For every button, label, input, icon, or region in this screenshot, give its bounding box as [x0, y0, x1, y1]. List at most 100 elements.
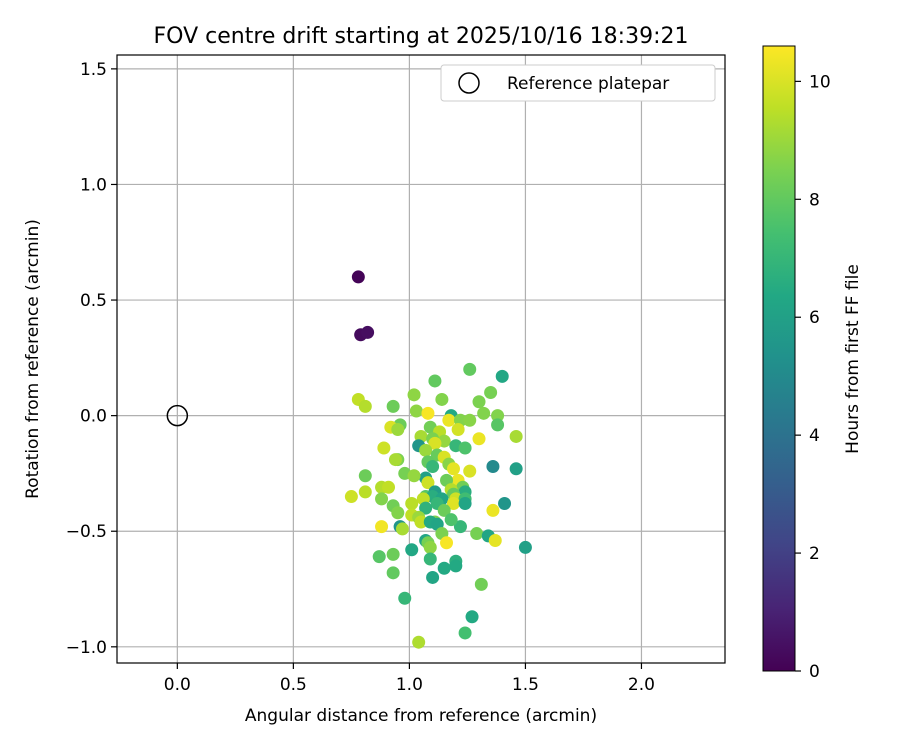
x-tick-label: 2.0 — [628, 675, 655, 695]
colorbar: 0 2 4 6 8 10 Hours from first FF file — [762, 45, 863, 682]
y-tick-label: 0.5 — [80, 291, 107, 311]
data-point — [442, 413, 456, 427]
colorbar-tick-label: 2 — [809, 544, 820, 564]
data-point — [407, 469, 421, 483]
data-point — [428, 436, 442, 450]
colorbar-tick-label: 8 — [809, 190, 820, 210]
colorbar-tick-label: 10 — [809, 72, 831, 92]
grid-lines — [117, 55, 725, 663]
data-point — [463, 464, 477, 478]
data-point — [458, 626, 472, 640]
data-point — [474, 577, 488, 591]
x-axis-label: Angular distance from reference (arcmin) — [245, 706, 597, 726]
data-point — [358, 399, 372, 413]
data-point — [509, 462, 523, 476]
data-point — [437, 561, 451, 575]
y-tick-label: 1.0 — [80, 175, 107, 195]
data-point — [509, 429, 523, 443]
data-point — [421, 476, 435, 490]
data-point — [437, 503, 451, 517]
data-point — [407, 388, 421, 402]
data-point — [361, 325, 375, 339]
data-point — [358, 485, 372, 499]
colorbar-gradient — [762, 45, 796, 672]
data-points — [166, 270, 532, 649]
data-point — [377, 441, 391, 455]
data-point — [449, 559, 463, 573]
colorbar-tick-label: 6 — [809, 308, 820, 328]
data-point — [386, 399, 400, 413]
data-point — [440, 536, 454, 550]
data-point — [388, 453, 402, 467]
data-point — [486, 503, 500, 517]
y-tick-label: 0.0 — [80, 407, 107, 427]
data-point — [344, 490, 358, 504]
data-point — [386, 547, 400, 561]
data-point — [488, 533, 502, 547]
data-point — [477, 406, 491, 420]
data-point — [391, 423, 405, 437]
data-point — [453, 520, 467, 534]
data-point — [423, 540, 437, 554]
legend-box — [440, 64, 716, 102]
y-tick-label: 1.5 — [80, 60, 107, 80]
colorbar-tick-label: 0 — [809, 662, 820, 682]
data-point — [472, 395, 486, 409]
data-point — [375, 520, 389, 534]
data-point — [451, 423, 465, 437]
data-point — [484, 386, 498, 400]
data-point — [444, 513, 458, 527]
data-point — [382, 480, 396, 494]
x-axis-ticks: 0.0 0.5 1.0 1.5 2.0 — [164, 663, 655, 695]
data-point — [412, 635, 426, 649]
x-tick-label: 1.5 — [512, 675, 539, 695]
data-point — [386, 566, 400, 580]
data-point — [423, 552, 437, 566]
x-tick-label: 0.0 — [164, 675, 191, 695]
data-point — [421, 406, 435, 420]
data-point — [458, 441, 472, 455]
data-point — [465, 610, 479, 624]
x-tick-label: 0.5 — [280, 675, 307, 695]
data-point — [351, 270, 365, 284]
plot-area-frame — [116, 54, 726, 664]
data-point — [426, 570, 440, 584]
data-point — [518, 540, 532, 554]
data-point — [426, 459, 440, 473]
data-point — [428, 374, 442, 388]
data-point — [458, 496, 472, 510]
data-point — [391, 506, 405, 520]
data-point — [395, 522, 409, 536]
data-point — [486, 459, 500, 473]
data-point — [419, 501, 433, 515]
legend-reference-marker — [458, 72, 480, 94]
colorbar-label: Hours from first FF file — [843, 264, 863, 454]
x-tick-label: 1.0 — [396, 675, 423, 695]
colorbar-tick-label: 4 — [809, 426, 820, 446]
data-point — [491, 418, 505, 432]
legend: Reference platepar — [440, 64, 716, 102]
y-axis-label: Rotation from reference (arcmin) — [23, 219, 43, 499]
reference-platepar-marker — [166, 404, 189, 427]
legend-label: Reference platepar — [507, 74, 669, 94]
data-point — [419, 443, 433, 457]
data-point — [498, 496, 512, 510]
data-point — [398, 591, 412, 605]
data-point — [446, 462, 460, 476]
data-point — [414, 515, 428, 529]
data-point — [409, 404, 423, 418]
y-axis-ticks: −1.0 −0.5 0.0 0.5 1.0 1.5 — [66, 60, 117, 658]
data-point — [405, 543, 419, 557]
data-point — [463, 413, 477, 427]
data-point — [375, 492, 389, 506]
y-tick-label: −0.5 — [66, 522, 107, 542]
data-point — [405, 496, 419, 510]
y-tick-label: −1.0 — [66, 638, 107, 658]
data-point — [446, 496, 460, 510]
chart-title: FOV centre drift starting at 2025/10/16 … — [154, 24, 689, 49]
data-point — [472, 432, 486, 446]
data-point — [495, 369, 509, 383]
data-point — [491, 409, 505, 423]
colorbar-ticks: 0 2 4 6 8 10 — [795, 72, 831, 682]
